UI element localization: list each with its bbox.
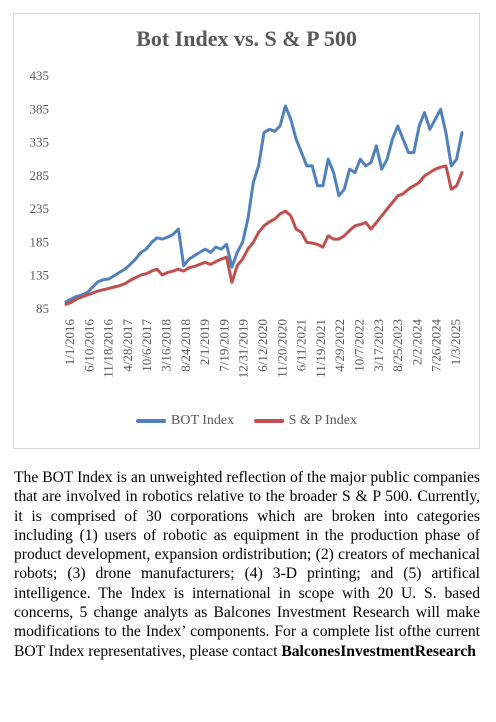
x-tick-label: 7/26/2024 [429, 319, 444, 372]
y-tick-label: 335 [30, 135, 50, 150]
legend-label-sp: S & P Index [288, 413, 357, 428]
legend-swatch-bot [136, 419, 167, 423]
x-tick-label: 6/11/2021 [294, 319, 309, 371]
x-tick-label: 10/6/2017 [139, 319, 154, 372]
x-tick-label: 4/28/2017 [120, 319, 135, 372]
y-tick-label: 85 [36, 301, 49, 316]
legend-swatch-sp [253, 419, 284, 423]
x-tick-label: 10/7/2022 [351, 319, 366, 372]
contact-name: BalconesInvestmentResearch [281, 642, 476, 660]
x-tick-label: 3/17/2023 [371, 319, 386, 372]
bot-index-line [64, 104, 464, 304]
y-tick-label: 385 [30, 101, 50, 116]
description-paragraph: The BOT Index is an unweighted reflectio… [14, 468, 480, 661]
x-tick-label: 1/3/2025 [448, 319, 463, 365]
x-tick-label: 11/19/2021 [313, 319, 328, 378]
line-chart: 85 135 185 235 285 335 385 435 1/1/2016 6/10/2016… [30, 68, 464, 378]
y-tick-label: 285 [30, 168, 50, 183]
x-tick-label: 8/25/2023 [390, 319, 405, 372]
legend-item-sp: S & P Index [253, 413, 357, 429]
chart-frame: Bot Index vs. S & P 500 85 135 185 235 285 33… [13, 13, 480, 449]
legend-label-bot: BOT Index [171, 413, 235, 428]
legend-item-bot: BOT Index [136, 413, 234, 429]
chart-title: Bot Index vs. S & P 500 [136, 26, 357, 51]
x-tick-label: 4/29/2022 [332, 319, 347, 372]
description-body: The BOT Index is an unweighted reflectio… [14, 469, 480, 660]
x-tick-label: 11/18/2016 [101, 319, 116, 378]
chart-legend: BOT Index S & P Index [14, 412, 479, 429]
x-tick-label: 11/20/2020 [274, 319, 289, 378]
x-tick-label: 7/19/2019 [216, 319, 231, 372]
x-tick-label: 12/31/2019 [236, 319, 251, 378]
y-tick-label: 135 [30, 268, 50, 283]
x-tick-label: 2/2/2024 [409, 319, 424, 366]
x-tick-label: 3/16/2018 [158, 319, 173, 372]
x-tick-label: 8/24/2018 [178, 319, 193, 372]
y-tick-label: 185 [30, 234, 50, 249]
x-tick-label: 2/1/2019 [197, 319, 212, 365]
x-tick-label: 1/1/2016 [62, 319, 77, 366]
sp-index-line [64, 164, 464, 306]
y-tick-label: 235 [30, 201, 50, 216]
y-tick-label: 435 [30, 68, 50, 83]
x-tick-label: 6/12/2020 [255, 319, 270, 372]
x-tick-label: 6/10/2016 [81, 319, 96, 372]
